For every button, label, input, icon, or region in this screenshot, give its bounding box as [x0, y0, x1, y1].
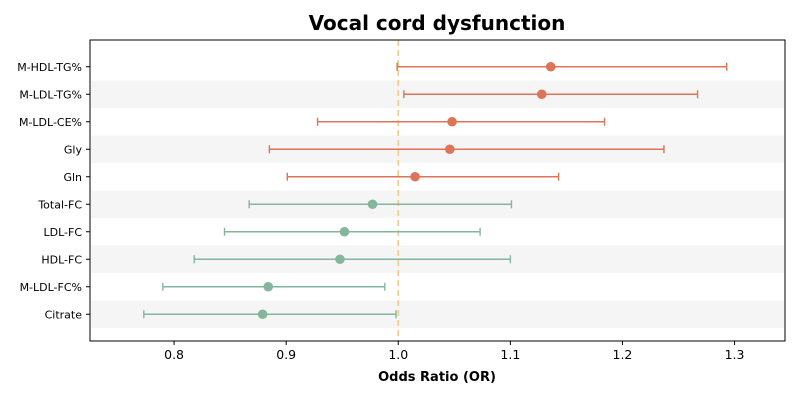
x-tick-label: 1.0	[388, 347, 408, 362]
y-tick-label: LDL-FC	[43, 226, 82, 239]
x-tick-label: 1.2	[613, 347, 633, 362]
y-tick-label: Total-FC	[37, 198, 82, 211]
chart-title: Vocal cord dysfunction	[309, 11, 566, 35]
y-tick-label: M-LDL-TG%	[19, 88, 82, 101]
x-tick-label: 0.8	[164, 347, 184, 362]
y-axis: M-HDL-TG% M-LDL-TG% M-LDL-CE% Gly Gln Total-F…	[17, 61, 90, 321]
y-tick-label: Gly	[64, 143, 83, 156]
x-axis: 0.8 0.9 1.0 1.1 1.2 1.3	[164, 341, 745, 362]
or-point	[367, 199, 378, 210]
y-tick-label: Citrate	[45, 308, 83, 321]
y-tick-label: M-HDL-TG%	[17, 61, 82, 74]
or-point	[339, 226, 350, 237]
y-tick-label: HDL-FC	[41, 253, 82, 266]
or-point	[263, 281, 274, 292]
x-tick-label: 1.1	[500, 347, 520, 362]
y-tick-label: M-LDL-CE%	[19, 116, 82, 129]
x-tick-label: 1.3	[725, 347, 745, 362]
y-tick-label: M-LDL-FC%	[20, 281, 82, 294]
or-point	[447, 116, 457, 127]
or-point	[410, 171, 420, 182]
or-point	[545, 61, 556, 72]
or-point	[257, 309, 268, 320]
y-tick-label: Gln	[63, 171, 82, 184]
or-point	[536, 89, 547, 100]
or-point	[445, 144, 455, 155]
or-point	[335, 254, 345, 265]
odds-ratio-points	[257, 61, 556, 320]
confidence-intervals	[143, 62, 728, 319]
x-tick-label: 0.9	[276, 347, 296, 362]
plot-frame	[89, 39, 786, 342]
x-axis-label: Odds Ratio (OR)	[378, 370, 496, 385]
